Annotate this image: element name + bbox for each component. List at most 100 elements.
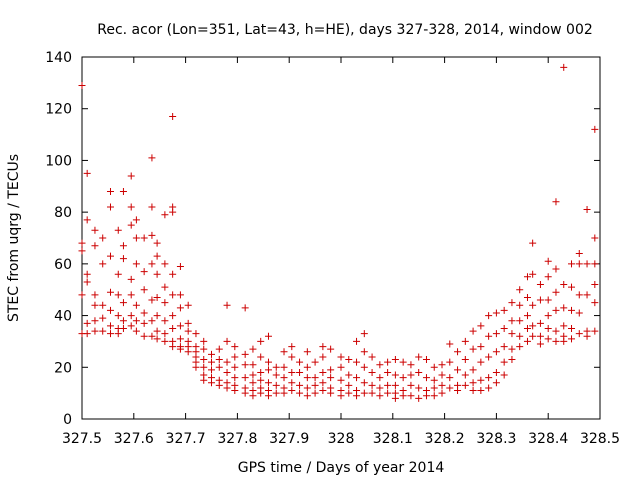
data-point [153,335,161,343]
data-point [99,314,107,322]
data-point [83,169,91,177]
data-point [438,381,446,389]
data-point [544,312,552,320]
data-point [106,306,114,314]
data-point [132,260,140,268]
data-point [241,361,249,369]
data-point [461,356,469,364]
data-point [249,379,257,387]
data-point [529,301,537,309]
data-point [415,384,423,392]
data-point [169,270,177,278]
data-point [106,330,114,338]
data-point [415,353,423,361]
data-point [360,348,368,356]
data-point [327,345,335,353]
data-point [575,330,583,338]
data-point [208,379,215,387]
data-point [264,358,272,366]
data-point [127,291,135,299]
data-point [508,299,516,307]
data-point [78,239,86,247]
data-point [223,358,231,366]
data-point [461,381,469,389]
data-point [552,265,560,273]
data-point [536,340,544,348]
data-point [127,221,135,229]
data-point [469,327,477,335]
data-point [461,337,469,345]
data-point [529,332,537,340]
data-point [264,332,272,340]
data-point [353,358,361,366]
data-point [415,394,423,402]
data-point [200,337,208,345]
data-point [303,374,311,382]
data-point [303,384,311,392]
data-point [575,260,583,268]
data-point [288,387,296,395]
data-point [148,317,156,325]
x-tick-label: 328.5 [580,431,620,447]
data-point [485,312,493,320]
data-point [422,374,430,382]
data-point [454,387,462,395]
data-point [454,348,462,356]
data-point [153,239,161,247]
data-point [161,330,169,338]
data-point [523,325,531,332]
data-point [153,270,161,278]
y-tick-label: 40 [54,309,72,325]
data-point [516,332,524,340]
data-point [327,389,335,397]
data-point [454,366,462,374]
data-point [200,356,208,364]
data-point [544,273,552,281]
data-point [508,317,516,325]
data-point [492,368,500,376]
data-point [407,392,415,400]
data-point [544,325,552,332]
data-point [169,343,177,351]
data-point [241,374,249,382]
data-point [114,291,122,299]
data-point [485,353,493,361]
data-point [536,332,544,340]
data-point [376,384,384,392]
data-point [529,322,537,330]
data-point [384,381,392,389]
data-point [529,239,537,247]
data-point [523,293,531,301]
data-point [477,322,485,330]
data-point [272,389,280,397]
data-point [288,343,296,351]
data-point [508,356,516,364]
data-point [508,330,516,338]
data-point [319,368,327,376]
data-point [264,366,272,374]
data-point [422,392,430,400]
data-point [560,63,568,71]
data-point [516,343,524,351]
y-axis-label: STEC from uqrg / TECUs [6,154,22,322]
data-point [492,309,500,317]
data-point [215,381,223,389]
data-point [161,317,169,325]
data-point [176,262,184,270]
data-point [446,358,454,366]
x-tick-label: 327.6 [114,431,154,447]
data-point [148,231,156,239]
data-point [575,291,583,299]
data-point [140,319,148,327]
data-point [249,361,257,369]
data-point [114,330,122,338]
data-point [91,317,99,325]
data-point [91,301,99,309]
data-point [337,376,345,384]
data-point [560,322,568,330]
data-point [353,337,361,345]
data-point [376,392,384,400]
data-point [296,389,304,397]
data-point [272,381,280,389]
